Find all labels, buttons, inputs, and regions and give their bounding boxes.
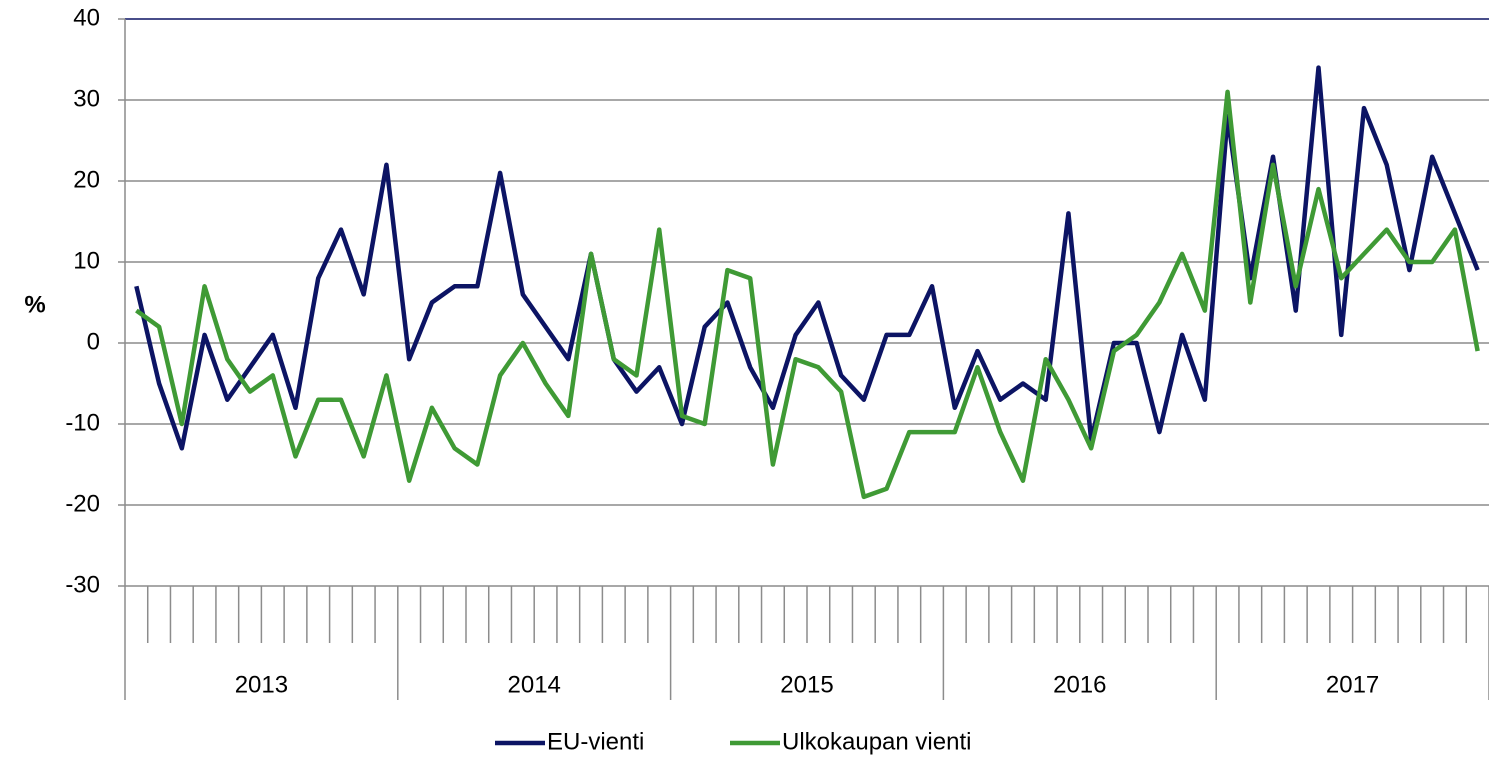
y-axis-label: % <box>24 291 45 318</box>
y-tick-label: -30 <box>65 571 100 598</box>
y-tick-label: -10 <box>65 409 100 436</box>
y-tick-label: -20 <box>65 490 100 517</box>
x-group-label: 2015 <box>780 671 833 698</box>
legend-label: EU-vienti <box>547 728 644 755</box>
y-tick-label: 10 <box>73 247 100 274</box>
y-tick-label: 40 <box>73 4 100 31</box>
y-tick-label: 0 <box>87 328 100 355</box>
x-group-label: 2016 <box>1053 671 1106 698</box>
data-line <box>135 89 1480 500</box>
x-group-label: 2013 <box>235 671 288 698</box>
y-tick-label: 20 <box>73 166 100 193</box>
x-group-label: 2017 <box>1326 671 1379 698</box>
data-line <box>134 65 1480 451</box>
y-tick-label: 30 <box>73 85 100 112</box>
legend-label: Ulkokaupan vienti <box>782 728 971 755</box>
x-group-label: 2014 <box>508 671 561 698</box>
